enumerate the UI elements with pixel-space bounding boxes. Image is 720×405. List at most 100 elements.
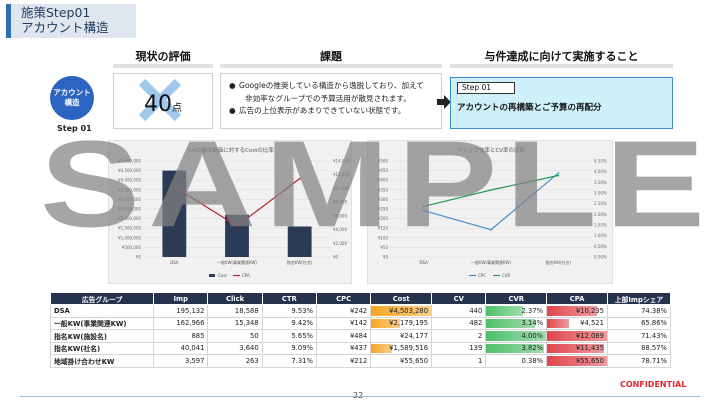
cell-value: 9.53%	[291, 306, 313, 315]
page-number: 22	[353, 391, 363, 400]
issue-box: ● Googleの推奨している構造から逸脱しており、加えて 非効率なグループでの予…	[220, 73, 442, 129]
table-header-cell: CV	[431, 292, 487, 305]
table-cell: 1	[431, 354, 487, 368]
cell-value: 2.37%	[521, 306, 544, 315]
cell-value: ¥1,589,516	[389, 344, 429, 353]
table-cell: 地域掛け合わせKW	[49, 354, 155, 368]
cell-value: ¥55,650	[399, 356, 429, 365]
data-bar	[486, 306, 524, 316]
legend-swatch	[209, 274, 215, 277]
table-cell: ¥484	[315, 329, 372, 343]
y2-tick-label: ¥12,000	[333, 172, 350, 177]
y-tick-label: ¥400	[378, 178, 389, 183]
cell-value: 地域掛け合わせKW	[54, 357, 115, 366]
issue-text: Googleの推奨している構造から逸脱しており、加えて	[239, 81, 424, 90]
cell-value: ¥10,235	[575, 306, 604, 315]
evaluation-score-value: 40	[144, 92, 172, 117]
data-bar	[486, 343, 544, 353]
slide-title-line2: アカウント構造	[21, 20, 109, 35]
y2-tick-label: ¥10,000	[333, 186, 350, 191]
y-tick-label: ¥450	[378, 168, 389, 173]
cell-value: 3,597	[184, 356, 205, 365]
point-cvr	[557, 174, 560, 177]
column-head-action: 与件達成に向けて実施すること	[484, 50, 639, 63]
table-row: 指名KW(社名) 40,041 3,640 9.09% ¥437 ¥1,589,516 13…	[49, 341, 672, 355]
table-cell: 139	[431, 341, 487, 355]
cell-value: 一般KW(事業関連KW)	[54, 320, 127, 329]
table-cell: ¥1,589,516	[370, 341, 433, 355]
y-tick-label: ¥500	[378, 159, 389, 164]
column-head-action-underline	[450, 64, 673, 68]
table-cell: 885	[153, 329, 209, 343]
issue-item: ● 広告の上位表示があまりできていない状態です。	[229, 105, 435, 118]
table-header-cell: CTR	[261, 292, 317, 305]
table-cell: 0.38%	[485, 354, 548, 368]
data-bar	[547, 343, 604, 353]
cell-value: 3.14%	[521, 319, 544, 328]
y-tick-label: ¥500,000	[122, 245, 142, 250]
table-cell: 40,041	[153, 341, 209, 355]
x-tick-label: DSA	[170, 260, 179, 265]
point-cvr	[422, 205, 425, 208]
action-box: Step 01 アカウントの再構築とご予算の再配分	[450, 77, 673, 129]
table-cell: 7.31%	[261, 354, 317, 368]
performance-table: 広告グループ Imp Click CTR CPC Cost CV CVR CPA 上部Impシェア…	[49, 292, 672, 368]
y-tick-label: ¥200	[378, 216, 389, 221]
legend-label: Cost	[218, 273, 227, 278]
y-tick-label: ¥3,000,000	[118, 197, 141, 202]
cell-value: 指名KW(施設名)	[54, 332, 107, 341]
cell-value: ¥212	[349, 356, 368, 365]
table-row: 指名KW(施設名) 885 50 5.65% ¥484 ¥24,177 2 4.00% ¥12,…	[49, 329, 672, 343]
cell-value: 3.82%	[521, 344, 544, 353]
y2-tick-label: ¥8,000	[333, 200, 347, 205]
table-cell: 18,588	[207, 304, 263, 318]
table-cell: ¥55,650	[370, 354, 433, 368]
cell-value: ¥24,177	[399, 331, 429, 340]
y-tick-label: ¥1,500,000	[118, 226, 141, 231]
column-head-issue: 課題	[320, 50, 342, 63]
y2-tick-label: 3.50%	[594, 180, 607, 185]
cell-value: 2	[478, 331, 483, 340]
table-header-cell: 上部Impシェア	[606, 292, 672, 305]
issue-item: ● Googleの推奨している構造から逸脱しており、加えて	[229, 80, 435, 93]
y-tick-label: ¥3,500,000	[118, 187, 141, 192]
y2-tick-label: 2.50%	[594, 201, 607, 206]
bar-cost	[225, 214, 249, 257]
cell-value: ¥242	[349, 306, 368, 315]
y-tick-label: ¥50	[380, 245, 388, 250]
table-row: 地域掛け合わせKW 3,597 263 7.31% ¥212 ¥55,650 1 0.38% ¥…	[49, 354, 672, 368]
cell-value: 263	[245, 356, 259, 365]
chart-cpc-cvr: クリック効率とCV率の比較 ¥500 ¥450 ¥400 ¥350 ¥300 ¥250 ¥20…	[367, 140, 613, 284]
step-circle-line1: アカウント	[53, 88, 91, 97]
y-tick-label: ¥2,000,000	[118, 216, 141, 221]
x-mark-icon	[138, 78, 182, 122]
data-bar	[486, 318, 536, 328]
evaluation-box: 40点	[113, 73, 213, 129]
cell-value: 162,966	[176, 319, 205, 328]
table-cell: 3,597	[153, 354, 209, 368]
cell-value: 5.65%	[291, 331, 313, 340]
table-cell: 71.43%	[606, 329, 672, 343]
y-tick-label: ¥4,500,000	[118, 168, 141, 173]
data-bar	[547, 306, 598, 316]
table-cell: 440	[431, 304, 487, 318]
table-cell: ¥24,177	[370, 329, 433, 343]
arrow-right-icon	[437, 95, 451, 109]
table-cell: ¥4,503,280	[370, 304, 433, 318]
y-tick-label: ¥150	[378, 226, 389, 231]
table-cell: 162,966	[153, 316, 209, 330]
y-tick-label: ¥0	[383, 255, 389, 260]
cell-value: ¥2,179,195	[389, 319, 429, 328]
table-cell: 15,348	[207, 316, 263, 330]
x-tick-label: 指名KW(社名)	[287, 259, 313, 265]
chart-cost-cpa: CVの獲得単価に対するCostの比率 ¥5,000,000 ¥4,500,000 ¥4…	[108, 140, 352, 284]
table-cell: ¥11,435	[546, 341, 608, 355]
table-cell: 195,132	[153, 304, 209, 318]
y-tick-label: ¥0	[136, 255, 142, 260]
cell-value: 7.31%	[291, 356, 313, 365]
cell-value: 9.09%	[291, 344, 313, 353]
evaluation-score-unit: 点	[172, 103, 182, 114]
point-cpc	[422, 209, 425, 212]
y2-tick-label: ¥14,000	[333, 159, 350, 164]
cell-value: 885	[191, 331, 205, 340]
